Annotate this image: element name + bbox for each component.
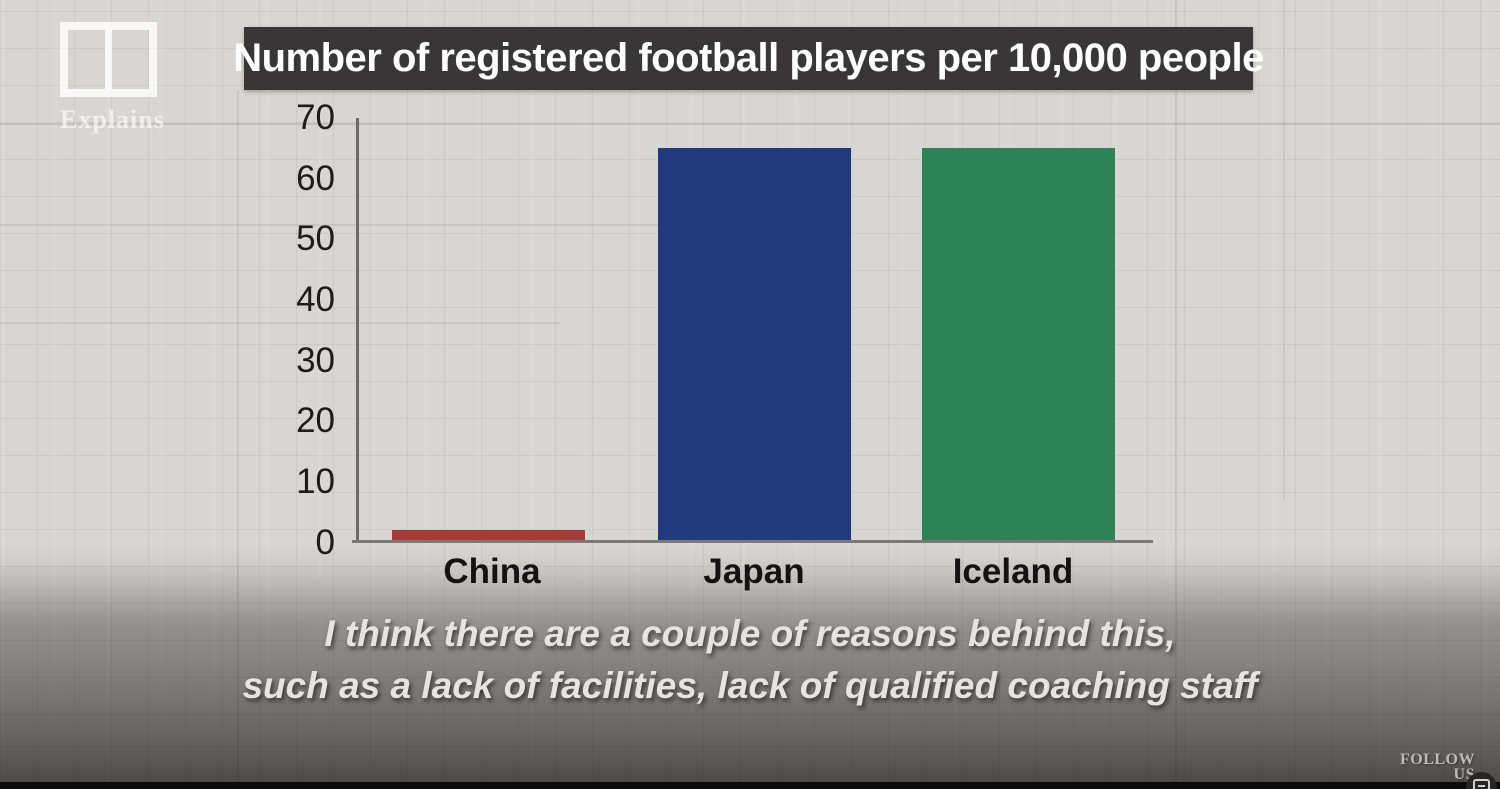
y-tick-label: 20 (296, 401, 335, 440)
title-bar: Number of registered football players pe… (233, 27, 1264, 90)
category-label-iceland: Iceland (952, 552, 1074, 591)
follow-us-line-1: FOLLOW (1399, 751, 1475, 768)
texture-line (1283, 0, 1285, 500)
follow-us-label: FOLLOW US (1399, 751, 1475, 783)
category-label-china: China (443, 552, 541, 591)
y-tick-label: 30 (296, 341, 335, 380)
chart-title: Number of registered football players pe… (233, 36, 1264, 80)
y-tick-label: 60 (296, 159, 335, 198)
y-tick-label: 10 (296, 462, 335, 501)
logo: Explains (60, 22, 170, 135)
bottom-black-bar (0, 782, 1500, 789)
subtitle-captions: I think there are a couple of reasons be… (0, 608, 1500, 712)
y-tick-label: 0 (315, 523, 335, 562)
y-tick-label: 40 (296, 280, 335, 319)
bars-container (358, 118, 1153, 542)
window-divider (105, 30, 112, 89)
y-tick-label: 70 (296, 98, 335, 137)
subtitle-line-1: I think there are a couple of reasons be… (324, 613, 1176, 654)
category-label-japan: Japan (703, 552, 805, 591)
x-axis-line (352, 540, 1153, 543)
bar-iceland (922, 148, 1115, 542)
scan-icon-glyph (1473, 779, 1490, 789)
y-axis-line (356, 118, 359, 543)
two-pane-window-icon (60, 22, 157, 97)
subtitle-line-2: such as a lack of facilities, lack of qu… (242, 665, 1258, 706)
y-tick-label: 50 (296, 219, 335, 258)
logo-text: Explains (60, 105, 165, 134)
bar-japan (658, 148, 851, 542)
follow-us-line-2: US (1453, 766, 1475, 783)
